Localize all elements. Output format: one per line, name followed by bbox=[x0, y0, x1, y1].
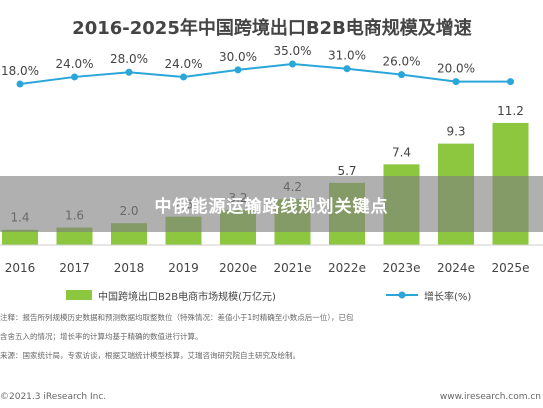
growth-label-2020e: 30.0% bbox=[219, 50, 257, 64]
overlay-banner: 中俄能源运输路线规划关键点 bbox=[0, 176, 543, 232]
growth-point-2023e bbox=[398, 71, 405, 79]
growth-point-2019 bbox=[180, 73, 187, 81]
bar-label-2024e: 9.3 bbox=[446, 125, 465, 139]
bar-label-2022e: 5.7 bbox=[337, 164, 356, 178]
legend-bar-label: 中国跨境出口B2B电商市场规模(万亿元) bbox=[98, 290, 276, 303]
x-tick-2025e: 2025e bbox=[492, 261, 530, 275]
legend-line-marker bbox=[398, 291, 406, 299]
x-tick-2018: 2018 bbox=[114, 261, 145, 275]
note-line-3: 来源：国家统计局，专家访谈，根据艾瑞统计模型核算，艾瑞咨询研究院自主研究及绘制。 bbox=[0, 350, 300, 360]
growth-point-2018 bbox=[125, 68, 133, 76]
growth-point-2016 bbox=[16, 80, 24, 88]
notes: 注释：报告所列规模历史数据和预测数据均取整数位（特殊情况：差值小于1时精确至小数… bbox=[0, 312, 354, 360]
bar-2016 bbox=[2, 229, 38, 245]
bar-label-2023e: 7.4 bbox=[392, 145, 411, 159]
growth-point-2017 bbox=[71, 73, 78, 81]
chart-title: 2016-2025年中国跨境出口B2B电商规模及增速 bbox=[72, 17, 472, 39]
x-tick-2024e: 2024e bbox=[437, 261, 475, 275]
plot-area: 1.41.62.02.63.24.25.77.49.311.2201620172… bbox=[1, 44, 530, 275]
legend: 中国跨境出口B2B电商市场规模(万亿元) 增长率(%) bbox=[66, 290, 471, 303]
growth-point-2021e bbox=[289, 60, 296, 68]
growth-label-2022e: 31.0% bbox=[328, 49, 366, 63]
growth-label-2016: 18.0% bbox=[1, 64, 39, 78]
growth-label-2023e: 26.0% bbox=[382, 55, 420, 69]
legend-line-label: 增长率(%) bbox=[424, 290, 471, 303]
banner-text: 中俄能源运输路线规划关键点 bbox=[154, 196, 389, 217]
growth-point-2024e bbox=[452, 78, 460, 86]
growth-label-2017: 24.0% bbox=[55, 57, 93, 71]
x-tick-2023e: 2023e bbox=[383, 261, 421, 275]
note-line-1: 注释：报告所列规模历史数据和预测数据均取整数位（特殊情况：差值小于1时精确至小数… bbox=[0, 312, 354, 322]
growth-line bbox=[19, 62, 511, 85]
growth-label-2021e: 35.0% bbox=[273, 44, 311, 58]
x-tick-2021e: 2021e bbox=[274, 261, 312, 275]
growth-point-2025e bbox=[507, 78, 514, 86]
growth-label-2024e: 20.0% bbox=[437, 62, 475, 76]
growth-point-2022e bbox=[343, 65, 351, 73]
note-line-2: 含舍五入的情况；增长率的计算均基于精确的数值进行计算。 bbox=[0, 331, 203, 341]
footer-url: www.iresearch.com.cn bbox=[440, 392, 541, 402]
x-tick-2016: 2016 bbox=[5, 261, 36, 275]
footer-copyright: ©2021.3 iResearch Inc. bbox=[0, 392, 106, 402]
bar-label-2025e: 11.2 bbox=[497, 104, 524, 118]
x-tick-2022e: 2022e bbox=[328, 261, 366, 275]
growth-label-2018: 28.0% bbox=[110, 52, 148, 66]
legend-bar-swatch bbox=[66, 290, 92, 300]
x-tick-2019: 2019 bbox=[168, 261, 199, 275]
x-tick-2017: 2017 bbox=[59, 261, 90, 275]
growth-label-2019: 24.0% bbox=[164, 57, 202, 71]
x-tick-2020e: 2020e bbox=[219, 261, 257, 275]
growth-point-2020e bbox=[234, 66, 242, 74]
